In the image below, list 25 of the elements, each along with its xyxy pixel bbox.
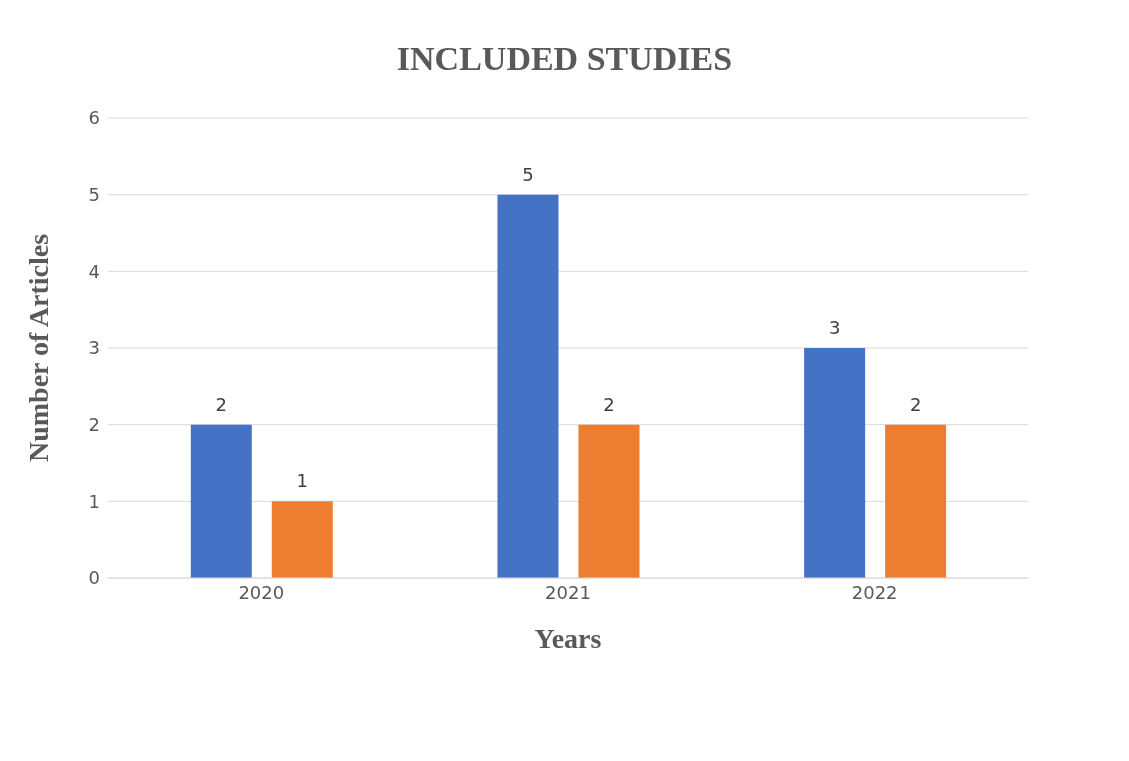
y-tick-label: 1: [88, 490, 100, 512]
bar: [578, 424, 640, 578]
data-label: 2: [215, 393, 228, 415]
y-tick-label: 0: [88, 567, 100, 589]
y-tick-label: 4: [88, 260, 100, 282]
x-tick-label: 2020: [238, 581, 285, 603]
y-axis-title: Number of Articles: [22, 233, 54, 463]
bar: [804, 348, 866, 578]
data-label: 5: [522, 163, 534, 185]
chart-title: INCLUDED STUDIES: [395, 40, 734, 78]
bar: [271, 501, 333, 578]
bar: [497, 194, 559, 578]
x-tick-label: 2022: [851, 581, 898, 603]
x-axis-title: Years: [534, 623, 602, 654]
y-tick-label: 2: [88, 414, 100, 436]
y-tick-label: 3: [88, 337, 100, 359]
data-label: 3: [828, 317, 841, 338]
data-label: 2: [909, 393, 922, 415]
bar: [885, 424, 947, 578]
y-tick-label: 5: [88, 184, 100, 206]
x-tick-label: 2021: [545, 581, 591, 603]
y-tick-label: 6: [88, 107, 100, 129]
data-label: 1: [296, 470, 309, 492]
bar: [190, 424, 252, 578]
data-label: 2: [603, 393, 615, 415]
